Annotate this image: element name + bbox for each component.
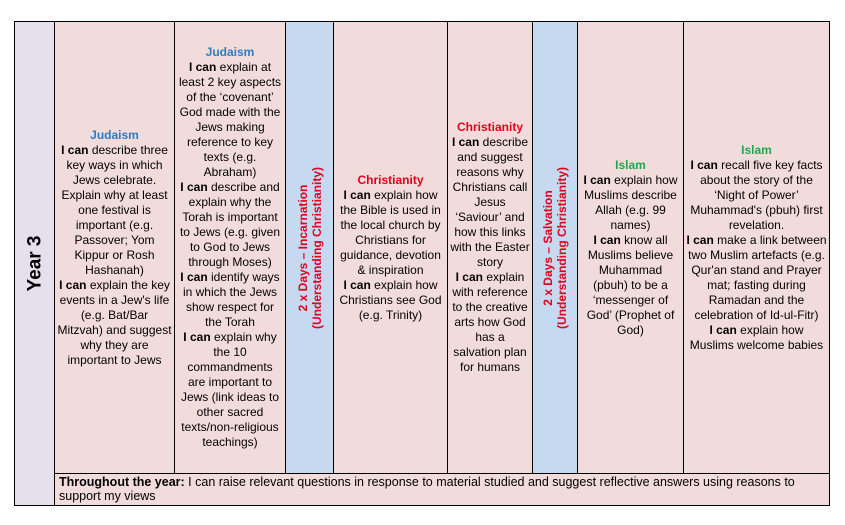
islam-unit-cell: Islam I can explain how Muslims describe … (577, 21, 684, 474)
faith-heading: Christianity (357, 172, 424, 187)
learning-objective: I can explain how Christians see God (e.… (336, 278, 445, 323)
learning-objective: I can explain how Muslims welcome babies (686, 323, 827, 353)
learning-objective: I can describe and explain why the Torah… (177, 180, 283, 270)
learning-objective: I can describe and suggest reasons why C… (450, 135, 530, 270)
block-subtitle: (Understanding Christianity) (309, 166, 324, 329)
islam-unit-cell: Islam I can recall five key facts about t… (683, 21, 830, 474)
learning-objective: I can recall five key facts about the st… (686, 158, 827, 233)
objective-text: explain how Christians see God (e.g. Tri… (339, 277, 442, 322)
objective-text: describe and suggest reasons why Christi… (450, 135, 530, 269)
faith-heading: Islam (615, 157, 646, 172)
learning-objective: I can explain with reference to the crea… (450, 270, 530, 375)
footer-lead: Throughout the year: (59, 475, 185, 489)
year-label-cell: Year 3 (14, 21, 55, 506)
objective-lead: I can (188, 60, 217, 74)
footer-text: I can raise relevant questions in respon… (59, 475, 795, 503)
block-title: 2 x Days – Salvation (541, 189, 556, 306)
objective-lead: I can (455, 270, 483, 284)
learning-objective: I can identify ways in which the Jews sh… (177, 270, 283, 330)
judaism-unit-cell: Judaism I can describe three key ways in … (54, 21, 175, 474)
faith-heading: Islam (741, 142, 772, 157)
learning-objective: I can make a link between two Muslim art… (686, 233, 827, 323)
year-3-curriculum-table: Year 3 Judaism I can describe three key w… (14, 21, 830, 506)
objective-lead: I can (690, 157, 718, 172)
objective-text: describe and explain why the Torah is im… (179, 180, 281, 269)
year-label: Year 3 (24, 235, 45, 292)
learning-objective: I can explain how Muslims describe Allah… (580, 173, 681, 233)
objective-text: describe three key ways in which Jews ce… (61, 142, 168, 277)
objective-text: explain how Muslims describe Allah (e.g.… (584, 172, 678, 232)
block-subtitle: (Understanding Christianity) (555, 166, 570, 329)
learning-objective: I can explain the key events in a Jew's … (57, 278, 172, 368)
objective-text: explain at least 2 key aspects of the ‘c… (178, 60, 282, 179)
block-title: 2 x Days – Incarnation (295, 184, 310, 311)
learning-objective: I can describe three key ways in which J… (57, 143, 172, 278)
learning-objective: I can know all Muslims believe Muhammad … (580, 233, 681, 338)
objective-lead: I can (709, 322, 737, 337)
objective-text: explain how the Bible is used in the loc… (340, 187, 441, 277)
learning-objective: I can explain at least 2 key aspects of … (177, 60, 283, 180)
understanding-christianity-block-cell: 2 x Days – Salvation (Understanding Chris… (532, 21, 578, 474)
objective-lead: I can (583, 172, 611, 187)
units-row: Year 3 Judaism I can describe three key w… (14, 21, 830, 506)
learning-objective: I can explain how the Bible is used in t… (336, 188, 445, 278)
faith-heading: Judaism (90, 127, 139, 142)
objective-lead: I can (61, 142, 89, 157)
christianity-unit-cell: Christianity I can describe and suggest r… (447, 21, 533, 474)
christianity-unit-cell: Christianity I can explain how the Bible … (333, 21, 448, 474)
objective-lead: I can (183, 330, 211, 344)
objective-text: explain the key events in a Jew's life (… (57, 277, 172, 367)
faith-heading: Judaism (205, 45, 255, 59)
objective-lead: I can (686, 232, 714, 247)
objective-text: explain with reference to the creative a… (452, 270, 528, 374)
block-label: 2 x Days – Incarnation (Understanding Chr… (296, 166, 324, 328)
judaism-unit-cell: Judaism I can explain at least 2 key aspe… (174, 21, 286, 474)
objective-text: explain why the 10 commandments are impo… (180, 330, 280, 449)
objective-text: recall five key facts about the story of… (690, 157, 823, 232)
objective-lead: I can (343, 277, 371, 292)
block-label: 2 x Days – Salvation (Understanding Chris… (541, 166, 569, 328)
objective-text: identify ways in which the Jews show res… (182, 270, 280, 329)
objective-lead: I can (451, 135, 480, 149)
objective-lead: I can (593, 232, 621, 247)
learning-objective: I can explain why the 10 commandments ar… (177, 330, 283, 450)
footer-row: Throughout the year: I can raise relevan… (15, 473, 830, 506)
objective-text: know all Muslims believe Muhammad (pbuh)… (586, 232, 675, 337)
faith-heading: Christianity (456, 120, 523, 134)
objective-text: make a link between two Muslim artefacts… (688, 232, 827, 322)
understanding-christianity-block-cell: 2 x Days – Incarnation (Understanding Chr… (285, 21, 334, 474)
objective-lead: I can (59, 277, 87, 292)
throughout-year-cell: Throughout the year: I can raise relevan… (54, 473, 830, 506)
objective-lead: I can (180, 270, 208, 284)
objective-lead: I can (343, 187, 371, 202)
objective-lead: I can (180, 180, 208, 194)
objective-text: explain how Muslims welcome babies (689, 322, 824, 352)
